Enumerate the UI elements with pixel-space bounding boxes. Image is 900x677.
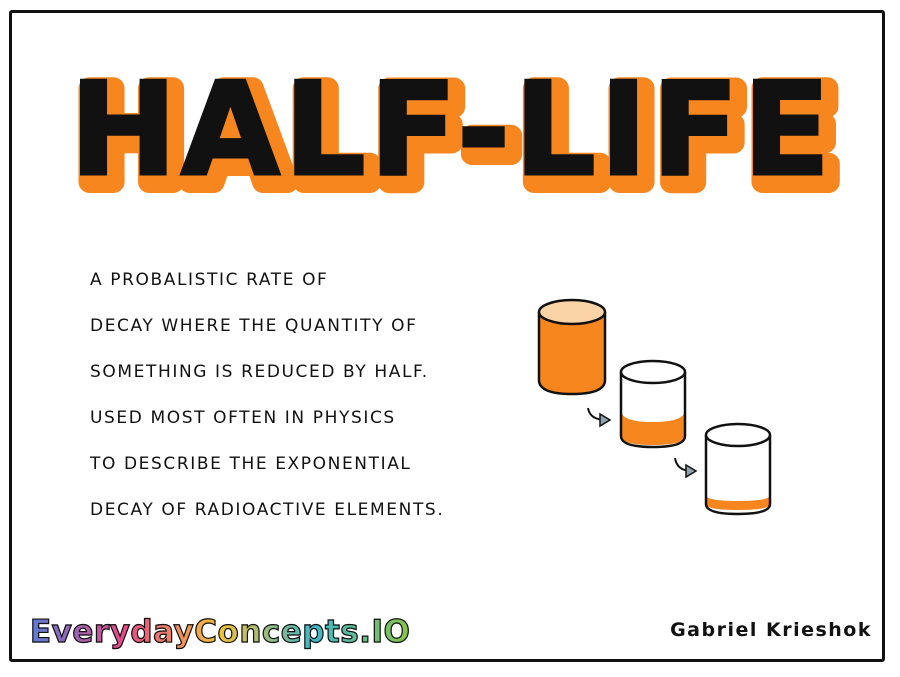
title-text: HALF-LIFE xyxy=(70,56,834,205)
definition-line: DECAY WHERE THE QUANTITY OF xyxy=(90,316,418,336)
half-cup-icon xyxy=(619,359,687,449)
definition-line: USED MOST OFTEN IN PHYSICS xyxy=(90,408,396,428)
brand-text: EverydayConcepts.IO xyxy=(29,613,411,650)
brand-logo: EverydayConcepts.IO xyxy=(29,613,411,650)
definition-line: DECAY OF RADIOACTIVE ELEMENTS. xyxy=(90,500,445,520)
card-frame xyxy=(9,10,885,662)
definition-line: SOMETHING IS REDUCED BY HALF. xyxy=(90,362,429,382)
definition-line: A PROBALISTIC RATE OF xyxy=(90,270,329,290)
full-cup-icon xyxy=(537,298,607,396)
quarter-cup-icon xyxy=(704,422,772,516)
definition-text: A PROBALISTIC RATE OF DECAY WHERE THE QU… xyxy=(90,268,510,544)
arrow-icon xyxy=(674,457,698,479)
title-heading: HALF-LIFE HALF-LIFE xyxy=(67,53,849,220)
half-life-illustration xyxy=(537,298,772,516)
author-name: Gabriel Krieshok xyxy=(670,619,872,641)
definition-line: TO DESCRIBE THE EXPONENTIAL xyxy=(90,454,412,474)
arrow-icon xyxy=(587,407,612,428)
title-outline: HALF-LIFE xyxy=(78,64,842,213)
